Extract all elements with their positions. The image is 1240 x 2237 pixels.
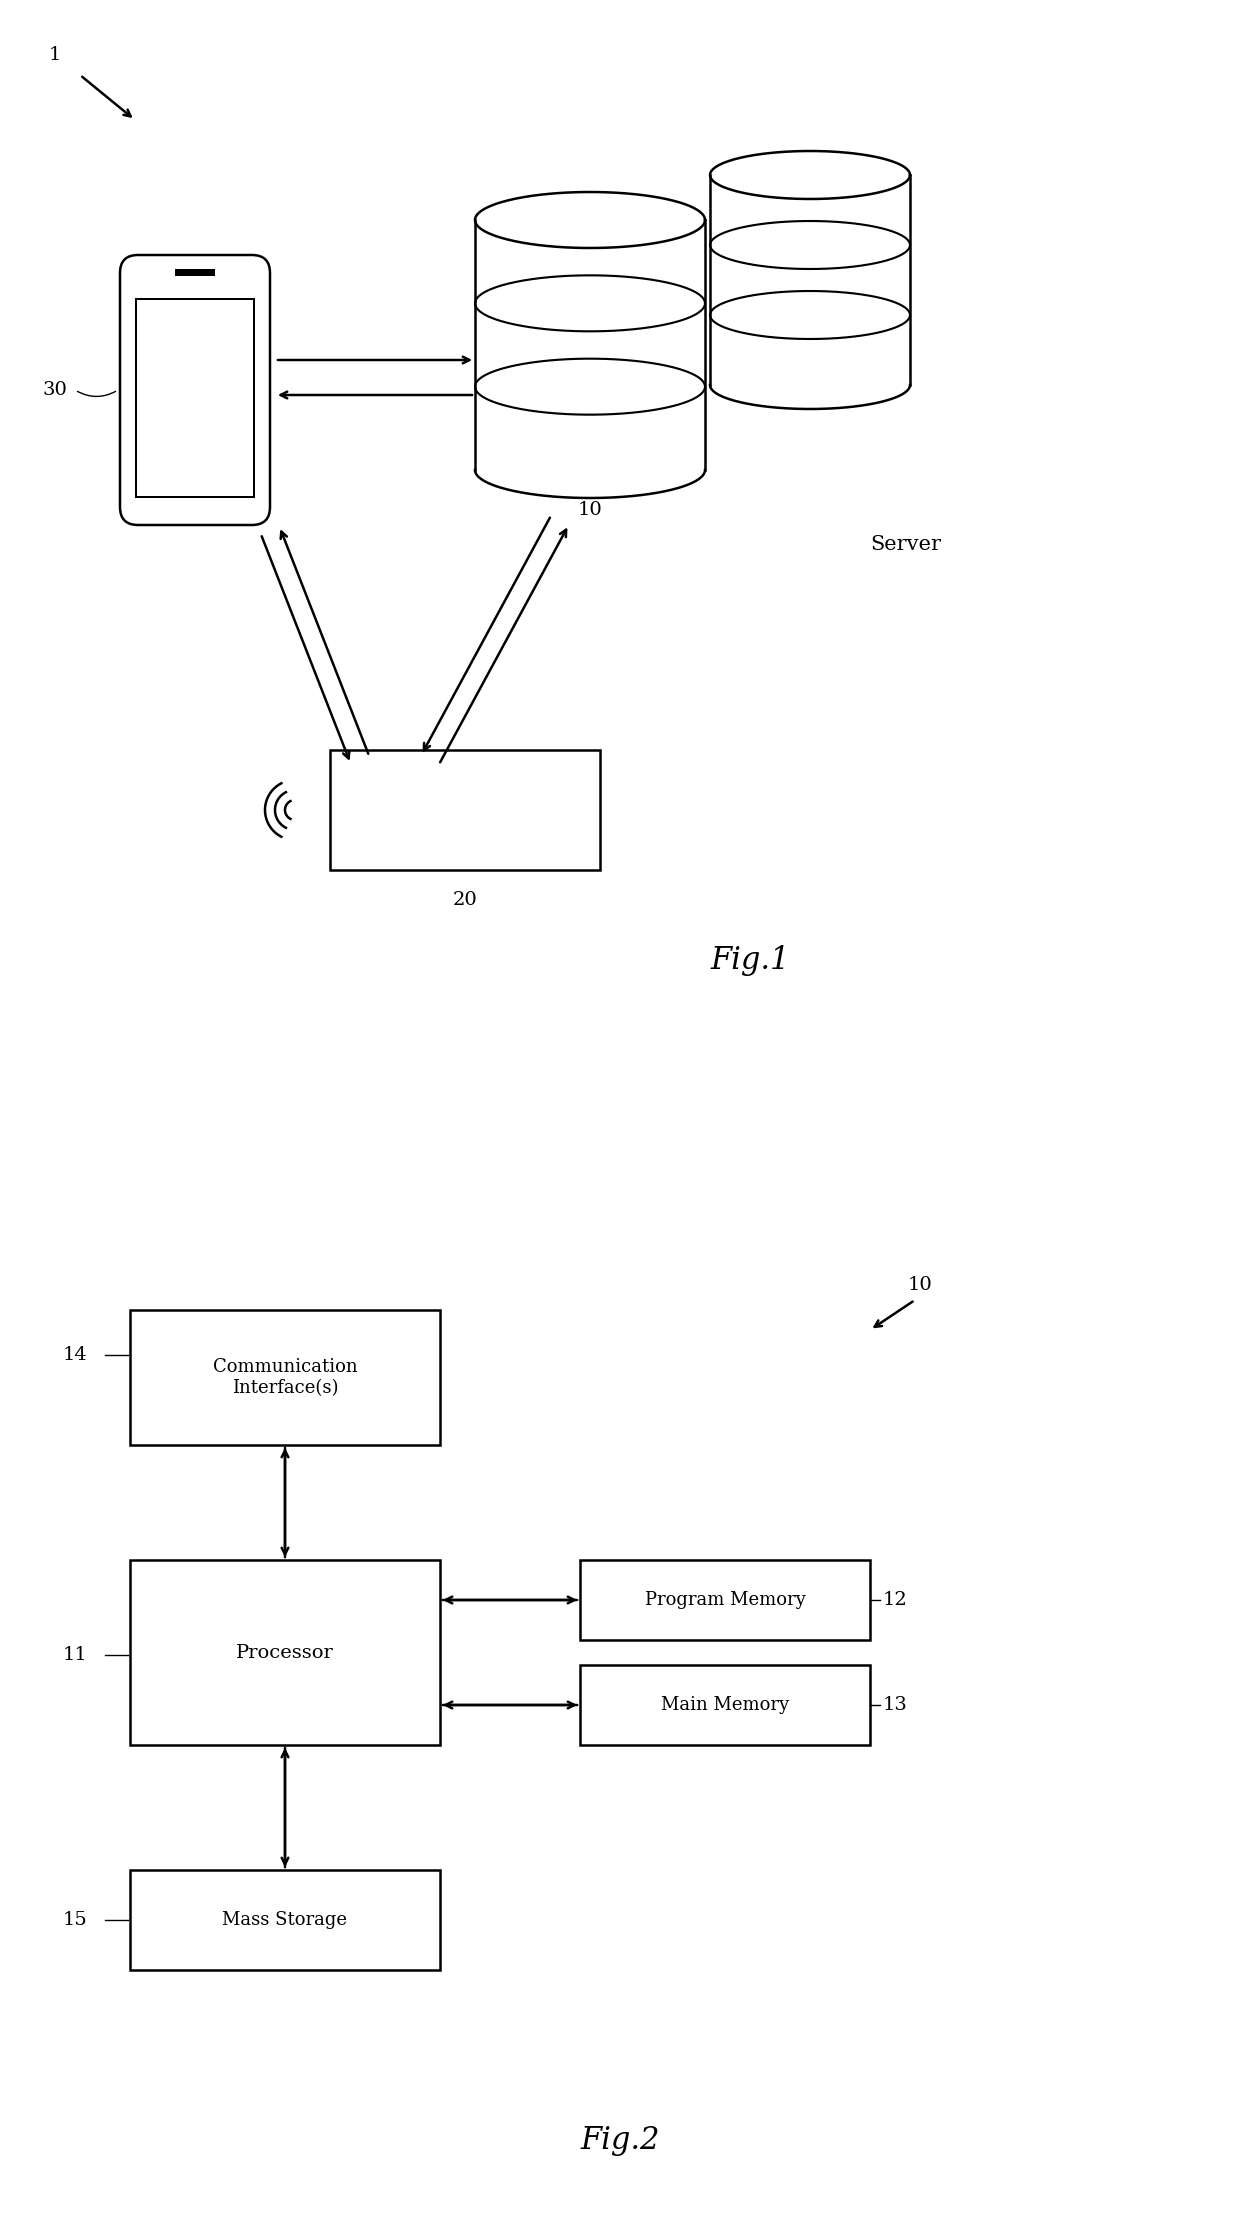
Text: Processor: Processor	[236, 1644, 334, 1662]
Text: 11: 11	[63, 1646, 87, 1664]
Bar	[130, 1311, 440, 1445]
Text: Server: Server	[870, 535, 941, 555]
Bar	[580, 1664, 870, 1745]
Text: 13: 13	[883, 1696, 908, 1714]
Text: Mass Storage: Mass Storage	[222, 1910, 347, 1928]
Text: Main Memory: Main Memory	[661, 1696, 789, 1714]
Bar	[136, 300, 254, 497]
Text: 14: 14	[63, 1347, 87, 1365]
Bar	[330, 749, 600, 870]
Bar	[175, 268, 215, 275]
Text: 15: 15	[63, 1910, 87, 1928]
Text: 12: 12	[883, 1591, 908, 1608]
Bar	[580, 1559, 870, 1640]
FancyBboxPatch shape	[120, 255, 270, 526]
Text: 10: 10	[908, 1275, 932, 1293]
Text: 20: 20	[453, 890, 477, 908]
Text: Fig.1: Fig.1	[711, 944, 790, 975]
Text: Program Memory: Program Memory	[645, 1591, 805, 1608]
Text: 30: 30	[42, 380, 67, 398]
Text: Communication
Interface(s): Communication Interface(s)	[213, 1358, 357, 1396]
Bar	[130, 1870, 440, 1971]
Text: 10: 10	[578, 501, 603, 519]
Text: Fig.2: Fig.2	[580, 2125, 660, 2156]
Bar	[130, 1559, 440, 1745]
Text: 1: 1	[48, 47, 61, 65]
